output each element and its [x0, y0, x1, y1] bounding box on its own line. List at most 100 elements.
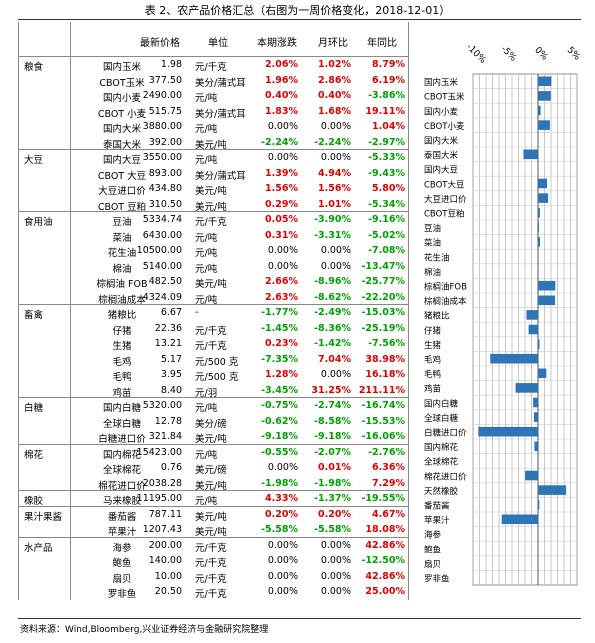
year-change: -25.77% — [361, 276, 405, 287]
tick-label: -10% — [464, 42, 488, 66]
category-label: 仔猪 — [424, 325, 442, 336]
table-row: 食用油 豆油 5334.74 元/千克 0.05% -3.90% -9.16% — [0, 212, 410, 228]
table-row: 水产品 海参 200.00 元/千克 0.00% 0.00% 42.86% — [0, 538, 410, 554]
month-change: -8.62% — [314, 291, 351, 303]
latest-price: 5.17 — [160, 353, 182, 365]
table-row: 鸡苗 8.40 元/羽 -3.45% 31.25% 211.11% — [0, 383, 410, 399]
item-name: 国内白糖 — [102, 403, 141, 414]
year-change: 6.36% — [372, 462, 405, 473]
tick-label: 5% — [565, 45, 582, 62]
category-label: 扇贝 — [424, 559, 441, 570]
week-change: 1.39% — [265, 167, 298, 179]
month-change: -9.18% — [314, 431, 351, 442]
week-change: -1.77% — [261, 307, 298, 318]
bar — [538, 105, 541, 116]
bar — [538, 280, 556, 291]
category-label: CBOT大豆 — [424, 179, 465, 190]
category-label: 猪粮比 — [424, 311, 450, 322]
category-label: 菜油 — [424, 238, 441, 249]
latest-price: 11195.00 — [136, 493, 182, 504]
year-change: 5.80% — [372, 183, 405, 194]
category-label: 粮食 — [24, 62, 44, 73]
category-label: CBOT豆粕 — [424, 209, 465, 220]
month-change: 2.86% — [318, 74, 351, 86]
unit: 元/吨 — [195, 449, 218, 461]
week-change: 2.66% — [265, 276, 298, 287]
unit: 美分/蒲式耳 — [195, 77, 246, 89]
category-label: 白糖进口价 — [424, 428, 467, 439]
year-change: -5.02% — [368, 229, 405, 241]
month-change: 0.01% — [318, 462, 351, 473]
latest-price: 3.95 — [160, 369, 182, 380]
latest-price: 8.40 — [160, 384, 182, 396]
month-change: 1.56% — [318, 183, 351, 194]
month-change: -8.58% — [314, 415, 351, 427]
month-change: 0.00% — [320, 570, 351, 582]
year-change: -16.06% — [361, 431, 405, 442]
bar — [538, 295, 556, 306]
table-row: 全球棉花 0.76 美元/磅 0.00% 0.01% 6.36% — [0, 460, 410, 476]
bar — [526, 310, 538, 320]
bottom-rule — [18, 618, 581, 619]
table-row: 泰国大米 392.00 美元/吨 -2.24% -2.24% -2.97% — [0, 135, 410, 151]
latest-price: 893.00 — [148, 167, 182, 179]
week-change: -0.62% — [261, 415, 298, 427]
week-change: 0.00% — [267, 260, 298, 272]
year-change: -9.16% — [368, 214, 405, 225]
week-change: 0.00% — [267, 121, 298, 132]
year-change: 1.04% — [372, 121, 405, 132]
unit: 美元/吨 — [195, 527, 227, 538]
category-label: 天然橡胶 — [424, 486, 459, 497]
month-change: 0.20% — [318, 508, 351, 520]
table-row: CBOT 大豆 893.00 美分/蒲式耳 1.39% 4.94% -9.43% — [0, 166, 410, 182]
item-name: 猪粮比 — [107, 310, 137, 321]
bar — [538, 368, 547, 379]
latest-price: 1207.43 — [142, 524, 182, 535]
week-change: 1.83% — [265, 105, 298, 117]
tick-label: 0% — [532, 45, 549, 62]
month-change: 0.00% — [320, 586, 351, 597]
unit: 美元/吨 — [195, 434, 227, 445]
latest-price: 310.50 — [148, 198, 182, 210]
unit: 美分/磅 — [195, 418, 227, 430]
item-name: 大豆进口价 — [98, 186, 146, 197]
latest-price: 3880.00 — [142, 121, 182, 132]
table-row: 花生油 10500.00 元/吨 0.00% 0.00% -7.08% — [0, 243, 410, 259]
month-change: 0.00% — [320, 245, 351, 256]
unit: 元/千克 — [195, 62, 227, 73]
week-change: -0.55% — [261, 446, 298, 458]
year-change: 38.98% — [365, 353, 405, 365]
month-change: 0.00% — [320, 369, 351, 380]
table-row: 棉花进口价 2038.28 美元/吨 -1.98% -1.98% 7.29% — [0, 476, 410, 492]
year-change: -2.76% — [368, 446, 405, 458]
category-label: 大豆进口价 — [424, 194, 467, 205]
item-name: 泰国大米 — [102, 139, 141, 151]
latest-price: 15423.00 — [136, 446, 182, 458]
unit: 美分/蒲式耳 — [195, 170, 246, 182]
month-change: 0.00% — [320, 260, 351, 272]
item-name: 棕榈油成本 — [98, 294, 146, 306]
table-row: 大豆进口价 434.80 美元/吨 1.56% 1.56% 5.80% — [0, 181, 410, 197]
category-label: 番茄酱 — [424, 501, 450, 512]
category-label: 棕榈油成本 — [424, 296, 467, 307]
header-week: 本期涨跌 — [257, 38, 297, 49]
table-row: 毛鸡 5.17 元/500 克 -7.35% 7.04% 38.98% — [0, 352, 410, 368]
year-change: -19.55% — [361, 493, 405, 504]
item-name: 全球棉花 — [102, 465, 141, 476]
year-change: -7.56% — [368, 338, 405, 349]
week-change: -1.45% — [261, 322, 298, 334]
latest-price: 515.75 — [148, 105, 182, 117]
category-label: 全球白糖 — [424, 413, 459, 424]
bar — [538, 222, 539, 233]
category-label: 畜禽 — [24, 310, 44, 321]
week-change: -9.18% — [261, 431, 298, 442]
latest-price: 0.76 — [160, 462, 182, 473]
bar — [538, 193, 549, 203]
month-change: -2.24% — [314, 136, 351, 148]
category-label: 棉油 — [424, 267, 441, 278]
left-border — [18, 22, 19, 600]
latest-price: 6.67 — [160, 307, 182, 318]
unit: 美元/吨 — [195, 279, 227, 290]
latest-price: 10500.00 — [136, 245, 182, 256]
